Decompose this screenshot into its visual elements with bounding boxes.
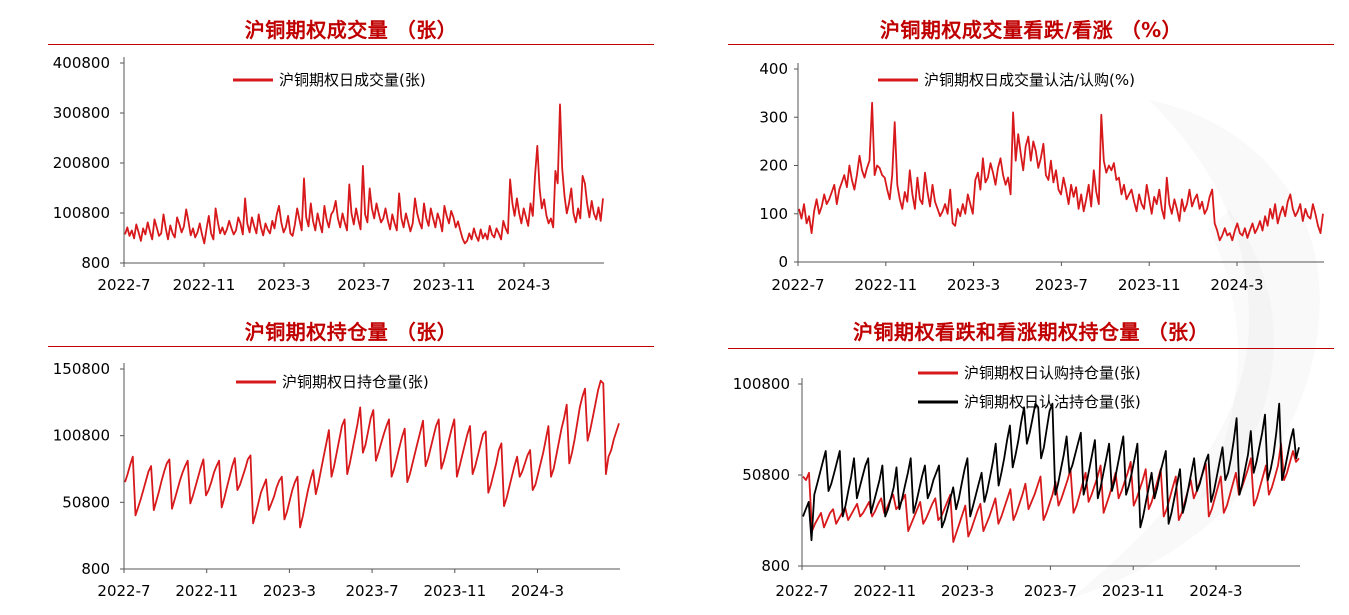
y-tick-label: 100800 [53,204,110,222]
x-tick-label: 2024-3 [1189,582,1242,600]
chart-svg: 0 100 200 300 400 2022-7 2022-11 2023-3 2023-7 20… [759,60,1324,294]
legend-label: 沪铜期权日持仓量(张) [282,373,429,391]
chart-panel-open-interest: 沪铜期权持仓量 （张） 800 50800 100800 150800 2022-7 20… [48,312,654,612]
y-tick-label: 200800 [53,154,110,172]
x-tick-label: 2024-3 [511,582,564,600]
y-tick-label: 150800 [53,360,110,378]
series-line-2 [802,402,1300,542]
chart-title: 沪铜期权成交量看跌/看涨 （%） [879,18,1183,42]
x-tick-label: 2023-11 [1102,582,1165,600]
legend-label: 沪铜期权日成交量认沽/认购(%) [924,71,1135,89]
y-tick-label: 100 [759,205,788,223]
x-tick-label: 2023-11 [1118,276,1181,294]
x-tick-label: 2023-7 [337,276,390,294]
x-tick-label: 2022-7 [775,582,828,600]
series-line-1 [124,379,620,529]
title-rule [728,348,1334,349]
chart-title: 沪铜期权看跌和看涨期权持仓量 （张） [853,320,1209,344]
series-line-1 [802,442,1300,543]
y-tick-label: 50800 [742,466,790,484]
chart-svg: 800 50800 100800 150800 2022-7 2022-11 2023-3 2… [53,360,620,600]
x-tick-label: 2023-3 [257,276,310,294]
title-rule [48,44,654,45]
x-tick-label: 2023-7 [1035,276,1088,294]
x-tick-label: 2023-3 [263,582,316,600]
series-line-1 [798,101,1324,242]
y-tick-label: 800 [81,560,110,578]
x-tick-label: 2023-3 [947,276,1000,294]
x-tick-label: 2023-11 [423,582,486,600]
x-tick-label: 2022-11 [175,582,238,600]
x-tick-label: 2022-11 [853,582,916,600]
chart-svg: 800 100800 200800 300800 400800 2022-7 2022-11… [53,54,604,294]
y-tick-label: 400800 [53,54,110,72]
y-tick-label: 300 [759,108,788,126]
y-tick-label: 800 [761,557,790,575]
title-rule [48,346,654,347]
chart-panel-oi-put-call: 沪铜期权看跌和看涨期权持仓量 （张） 800 50800 100800 2022-7 2… [728,312,1334,612]
y-tick-label: 200 [759,157,788,175]
title-rule [728,44,1334,45]
y-tick-label: 50800 [62,493,110,511]
x-tick-label: 2023-7 [346,582,399,600]
x-tick-label: 2023-3 [941,582,994,600]
y-tick-label: 800 [81,254,110,272]
chart-panel-pcr-volume: 沪铜期权成交量看跌/看涨 （%） 0 100 200 300 400 2022-7 2022… [728,0,1334,300]
x-tick-label: 2022-11 [173,276,236,294]
legend-label: 沪铜期权日成交量(张) [279,71,426,89]
x-tick-label: 2022-11 [854,276,917,294]
series-line-1 [124,103,604,245]
legend-label: 沪铜期权日认购持仓量(张) [964,364,1141,382]
y-tick-label: 100800 [733,375,790,393]
x-tick-label: 2022-7 [771,276,824,294]
x-tick-label: 2023-7 [1024,582,1077,600]
x-tick-label: 2023-11 [413,276,476,294]
y-tick-label: 400 [759,60,788,78]
x-tick-label: 2022-7 [97,582,150,600]
y-tick-label: 100800 [53,427,110,445]
chart-title: 沪铜期权持仓量 （张） [244,320,458,344]
y-tick-label: 0 [778,253,788,271]
x-tick-label: 2024-3 [1210,276,1263,294]
x-tick-label: 2024-3 [497,276,550,294]
chart-panel-volume: 沪铜期权成交量 （张） 800 100800 200800 300800 400800 2… [48,0,654,300]
y-tick-label: 300800 [53,104,110,122]
x-tick-label: 2022-7 [97,276,150,294]
chart-title: 沪铜期权成交量 （张） [244,18,458,42]
legend-label: 沪铜期权日认沽持仓量(张) [964,393,1141,411]
chart-svg: 800 50800 100800 2022-7 2022-11 2023-3 2023-7 2… [733,364,1300,600]
